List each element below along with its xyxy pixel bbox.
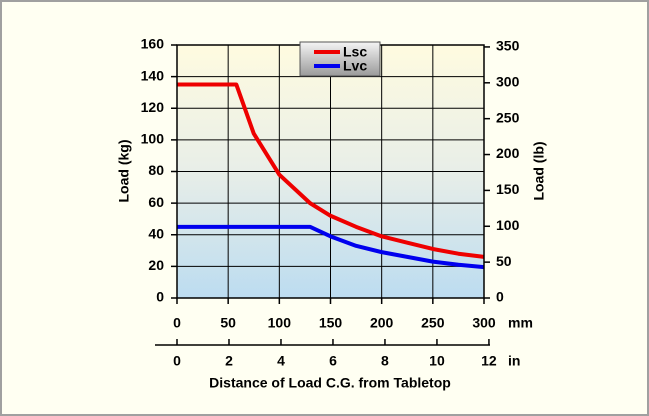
y-tick-label: 20 bbox=[148, 257, 164, 273]
y-tick-label: 0 bbox=[156, 289, 164, 305]
x-tick-label: 300 bbox=[472, 315, 496, 331]
x-tick-label: 0 bbox=[173, 315, 181, 331]
y2-axis-title: Load (lb) bbox=[531, 141, 547, 200]
y2-tick-label: 200 bbox=[496, 145, 520, 161]
x2-tick-label: 12 bbox=[481, 353, 497, 369]
y-tick-label: 100 bbox=[141, 131, 165, 147]
y2-tick-label: 0 bbox=[496, 289, 504, 305]
y-axis-title: Load (kg) bbox=[116, 140, 132, 203]
x-tick-label: 50 bbox=[220, 315, 236, 331]
series-line bbox=[177, 224, 485, 270]
y-tick-label: 120 bbox=[141, 99, 165, 115]
y-tick-label: 80 bbox=[148, 162, 164, 178]
y-tick-label: 40 bbox=[148, 225, 164, 241]
y2-tick-label: 100 bbox=[496, 217, 520, 233]
y-tick-label: 160 bbox=[141, 36, 165, 52]
x-unit: mm bbox=[508, 315, 533, 331]
x-tick-label: 100 bbox=[268, 315, 292, 331]
y2-tick-label: 150 bbox=[496, 181, 520, 197]
y2-tick-label: 300 bbox=[496, 74, 520, 90]
x2-tick-label: 4 bbox=[277, 353, 285, 369]
x-axis-title: Distance of Load C.G. from Tabletop bbox=[209, 375, 451, 391]
x2-tick-label: 6 bbox=[329, 353, 337, 369]
legend bbox=[299, 41, 381, 77]
legend-label: Lvc bbox=[343, 58, 367, 74]
legend-label: Lsc bbox=[343, 44, 367, 60]
series-line bbox=[177, 82, 485, 259]
x2-unit: in bbox=[508, 353, 520, 369]
x-tick-label: 200 bbox=[370, 315, 394, 331]
y-tick-label: 60 bbox=[148, 194, 164, 210]
y2-tick-label: 350 bbox=[496, 38, 520, 54]
x-tick-label: 150 bbox=[319, 315, 343, 331]
y2-tick-label: 250 bbox=[496, 109, 520, 125]
y2-tick-label: 50 bbox=[496, 253, 512, 269]
x2-tick-label: 10 bbox=[429, 353, 445, 369]
x-tick-label: 250 bbox=[421, 315, 445, 331]
x2-tick-label: 0 bbox=[173, 353, 181, 369]
y-tick-label: 140 bbox=[141, 67, 165, 83]
x2-tick-label: 2 bbox=[225, 353, 233, 369]
x2-tick-label: 8 bbox=[381, 353, 389, 369]
